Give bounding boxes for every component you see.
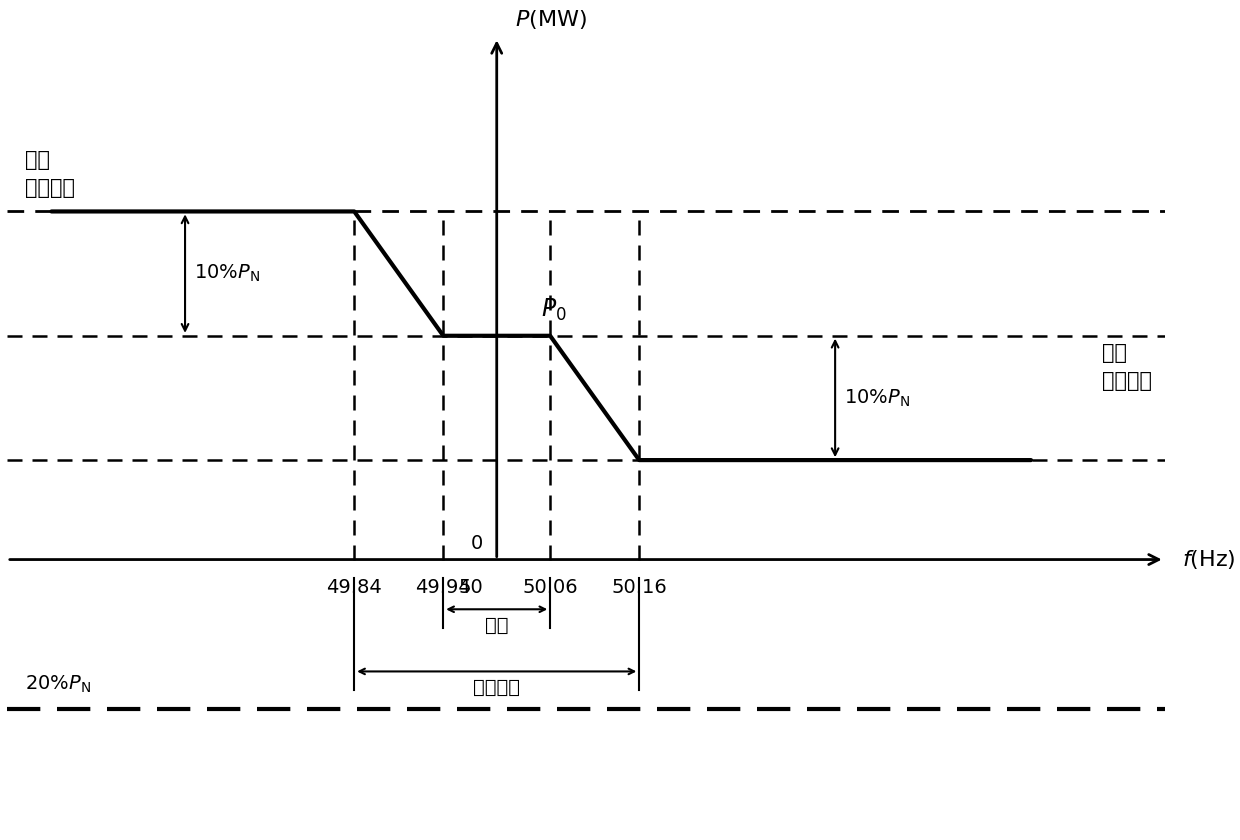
Text: 下调
调频限幅: 下调 调频限幅 [1102, 343, 1152, 391]
Text: 上调
调频限幅: 上调 调频限幅 [25, 150, 74, 198]
Text: $P$(MW): $P$(MW) [515, 8, 587, 31]
Text: 49.94: 49.94 [415, 578, 471, 597]
Text: $f$(Hz): $f$(Hz) [1183, 548, 1236, 571]
Text: 0: 0 [471, 534, 484, 554]
Text: 死区: 死区 [485, 616, 508, 634]
Text: 50.06: 50.06 [522, 578, 578, 597]
Text: 49.84: 49.84 [326, 578, 382, 597]
Text: $10\%P_{\mathrm{N}}$: $10\%P_{\mathrm{N}}$ [844, 387, 910, 408]
Text: $20\%P_{\mathrm{N}}$: $20\%P_{\mathrm{N}}$ [25, 673, 91, 695]
Text: 50.16: 50.16 [611, 578, 667, 597]
Text: $P_0$: $P_0$ [541, 297, 567, 323]
Text: $10\%P_{\mathrm{N}}$: $10\%P_{\mathrm{N}}$ [193, 263, 260, 284]
Text: 50: 50 [459, 578, 484, 597]
Text: 频率限幅: 频率限幅 [474, 678, 521, 696]
